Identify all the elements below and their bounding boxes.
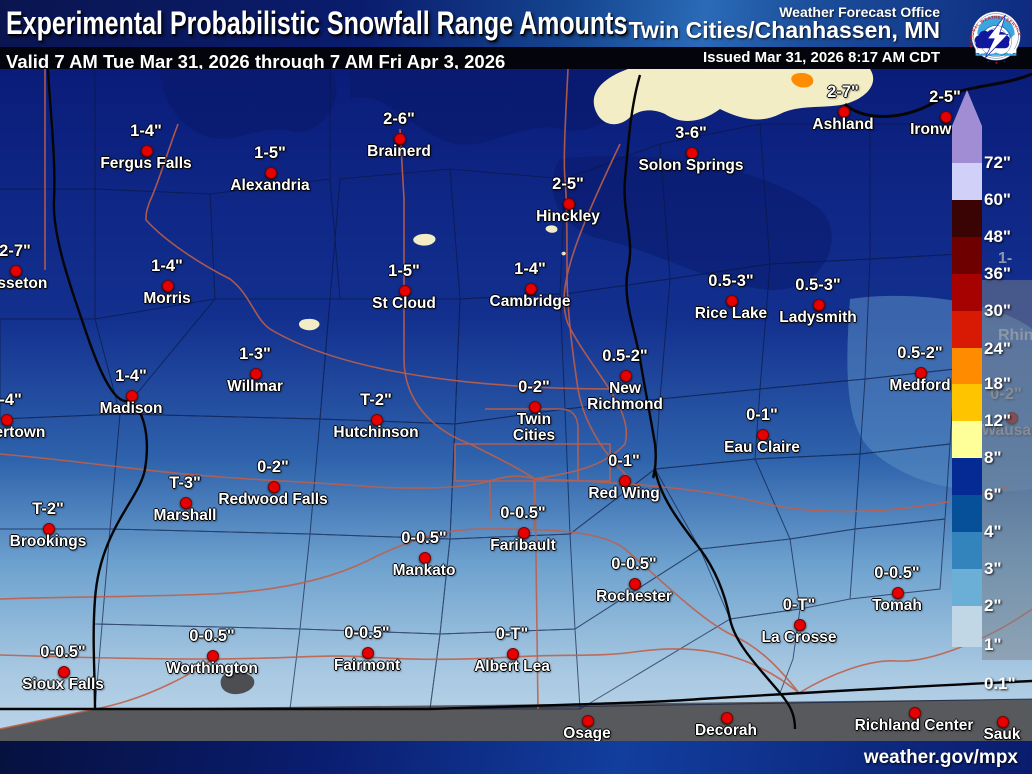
svg-text:★: ★	[987, 60, 990, 64]
svg-text:★: ★	[1003, 60, 1006, 64]
svg-text:★: ★	[995, 60, 999, 65]
